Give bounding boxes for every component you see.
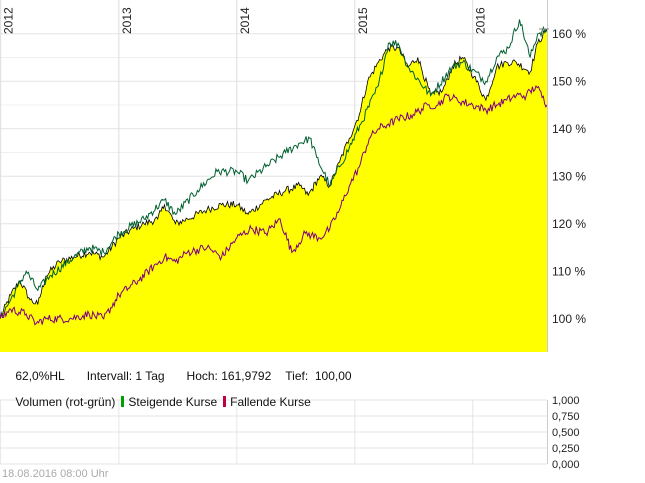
x-tick-label: 2012	[2, 7, 16, 34]
volume-tick-label: 0,750	[552, 411, 580, 423]
rising-label: Steigende Kurse	[128, 395, 218, 409]
high-label: Hoch: 161,9792	[186, 369, 272, 383]
volume-tick-label: 0,250	[552, 443, 580, 455]
y-tick-label: 100 %	[552, 312, 586, 326]
y-tick-label: 110 %	[552, 264, 585, 278]
volume-tick-label: 0,000	[552, 459, 580, 471]
volume-legend: Volumen (rot-grün) Steigende Kurse Fallend…	[2, 381, 311, 423]
x-tick-label: 2014	[238, 7, 252, 34]
volume-tick-label: 0,500	[552, 427, 580, 439]
line-series-1	[0, 19, 548, 319]
interval-label: Intervall: 1 Tag	[86, 369, 165, 383]
x-tick-label: 2015	[356, 7, 370, 34]
y-tick-label: 150 %	[552, 74, 586, 88]
y-tick-label: 140 %	[552, 122, 586, 136]
timestamp-footer: 18.08.2016 08:00 Uhr	[2, 468, 109, 480]
chart-info-line: 62,0%HL Intervall: 1 Tag Hoch: 161,9792 Tie…	[2, 355, 352, 397]
x-tick-label: 2013	[120, 7, 134, 34]
area-series-outline	[0, 28, 548, 319]
y-tick-label: 120 %	[552, 217, 586, 231]
range-label: 62,0%HL	[15, 369, 65, 383]
x-tick-label: 2016	[474, 7, 488, 34]
y-tick-label: 160 %	[552, 27, 586, 41]
low-label: Tief: 100,00	[285, 369, 352, 383]
y-tick-label: 130 %	[552, 169, 586, 183]
line-series-2	[0, 84, 548, 326]
falling-swatch	[223, 396, 227, 407]
area-series-fill	[0, 29, 547, 352]
rising-swatch	[121, 396, 125, 407]
volume-title: Volumen (rot-grün)	[15, 395, 116, 409]
volume-tick-label: 1,000	[552, 395, 580, 407]
falling-label: Fallende Kurse	[230, 395, 311, 409]
